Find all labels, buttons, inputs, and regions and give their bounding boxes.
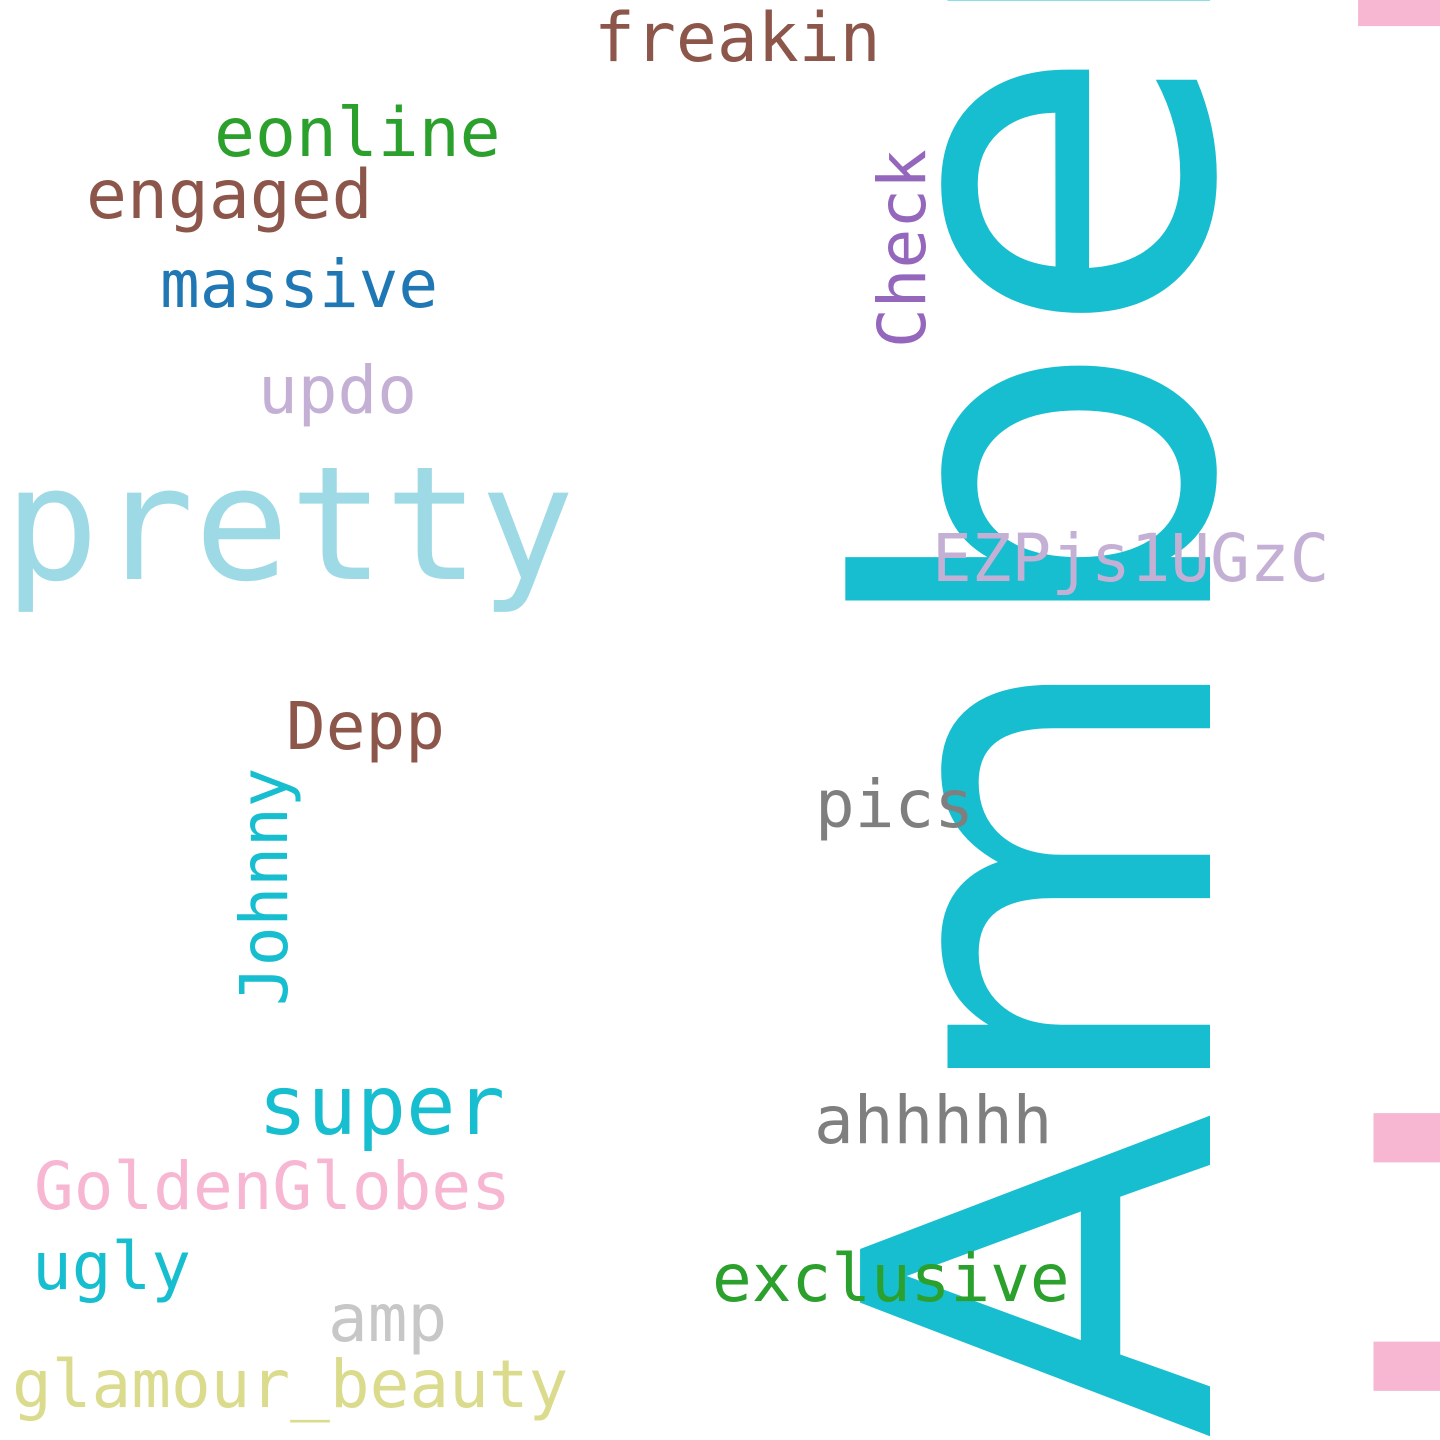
word-glamour-beauty: glamour_beauty (12, 1346, 569, 1423)
word-massive: massive (160, 246, 439, 323)
word-super: super (258, 1059, 505, 1154)
word-check: Check (864, 149, 941, 348)
word-updo: updo (258, 352, 417, 429)
word-pics: pics (815, 766, 974, 843)
word-depp: Depp (286, 688, 445, 765)
word-exclusive: exclusive (712, 1240, 1070, 1317)
word-johnny: Johnny (226, 767, 303, 1006)
word-goldenglobes: GoldenGlobes (34, 1148, 511, 1225)
word-amp: amp (328, 1280, 448, 1357)
word-heard: Heard (1274, 0, 1440, 1440)
word-pretty: pretty (4, 433, 575, 617)
word-ezpjs1ugzc: EZPjs1UGzC (932, 520, 1330, 597)
word-eonline: eonline (214, 94, 501, 173)
word-ugly: ugly (32, 1228, 191, 1305)
word-freakin: freakin (594, 0, 881, 78)
word-engaged: engaged (86, 156, 373, 235)
word-ahhhhh: ahhhhh (814, 1082, 1053, 1159)
